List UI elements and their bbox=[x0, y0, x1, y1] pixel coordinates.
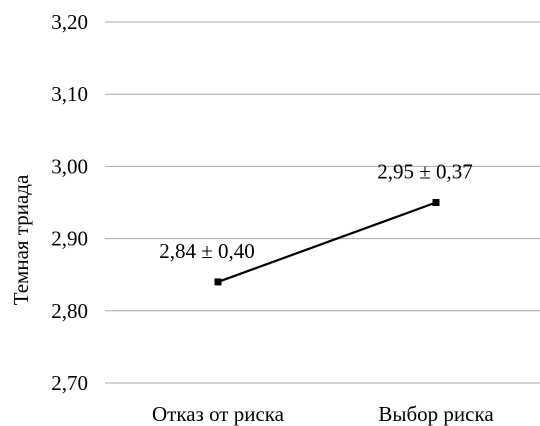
data-labels: 2,84 ± 0,40 2,95 ± 0,37 bbox=[159, 160, 473, 263]
gridlines bbox=[105, 21, 540, 384]
data-label: 2,95 ± 0,37 bbox=[377, 160, 473, 184]
series-lines bbox=[217, 201, 437, 283]
y-axis-title: Темная триада bbox=[9, 174, 33, 305]
y-tick-label: 2,90 bbox=[51, 227, 88, 251]
series-points bbox=[214, 199, 440, 286]
y-axis-ticks: 2,70 2,80 2,90 3,00 3,10 3,20 bbox=[51, 10, 88, 395]
y-tick-label: 3,10 bbox=[51, 82, 88, 106]
y-tick-label: 2,70 bbox=[51, 371, 88, 395]
x-category-label: Отказ от риска bbox=[152, 402, 285, 426]
data-label: 2,84 ± 0,40 bbox=[159, 239, 255, 263]
x-axis-categories: Отказ от риска Выбор риска bbox=[152, 402, 494, 426]
x-category-label: Выбор риска bbox=[378, 402, 494, 426]
series-line bbox=[217, 201, 437, 283]
y-tick-label: 3,20 bbox=[51, 10, 88, 34]
y-tick-label: 2,80 bbox=[51, 299, 88, 323]
data-point-marker bbox=[432, 199, 440, 206]
y-tick-label: 3,00 bbox=[51, 154, 88, 178]
data-point-marker bbox=[214, 278, 222, 286]
